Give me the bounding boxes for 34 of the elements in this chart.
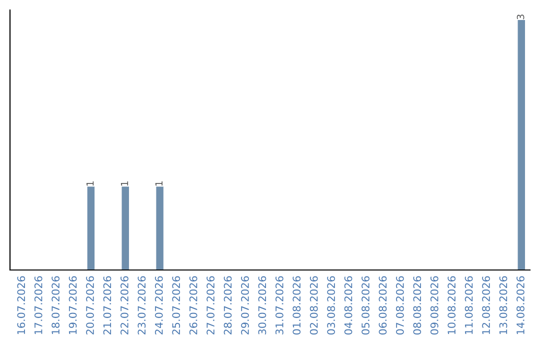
x-tick-label: 05.08.2026 <box>362 276 370 335</box>
x-tick-label: 25.07.2026 <box>172 276 180 334</box>
x-tick-label: 23.07.2026 <box>138 276 146 334</box>
x-tick-label: 21.07.2026 <box>103 276 112 334</box>
data-label: 3 <box>516 14 524 20</box>
data-label: 1 <box>86 181 94 186</box>
x-tick-label: 29.07.2026 <box>241 276 249 334</box>
x-tick-label: 22.07.2026 <box>120 276 128 334</box>
x-tick-label: 01.08.2026 <box>292 276 301 335</box>
x-tick-label: 27.07.2026 <box>206 276 214 334</box>
x-tick-label: 03.08.2026 <box>327 276 336 335</box>
x-tick-label: 16.07.2026 <box>17 276 26 334</box>
x-tick-label: 30.07.2026 <box>258 276 266 334</box>
x-tick-label: 07.08.2026 <box>396 276 404 335</box>
x-tick-label: 19.07.2026 <box>68 276 77 334</box>
x-tick-label: 06.08.2026 <box>378 276 387 335</box>
x-tick-label: 26.07.2026 <box>189 276 198 334</box>
x-tick-label: 18.07.2026 <box>52 276 60 334</box>
x-tick-label: 11.08.2026 <box>464 276 473 334</box>
x-tick-label: 13.08.2026 <box>499 276 508 334</box>
x-tick-label: 08.08.2026 <box>413 276 422 335</box>
x-tick-label: 04.08.2026 <box>344 276 352 335</box>
x-tick-label: 09.08.2026 <box>430 276 438 335</box>
x-tick-label: 17.07.2026 <box>34 276 42 334</box>
data-label: 1 <box>120 181 128 186</box>
data-label: 1 <box>155 181 162 186</box>
x-tick-label: 24.07.2026 <box>154 276 163 334</box>
x-tick-label: 20.07.2026 <box>86 276 94 334</box>
x-tick-label: 10.08.2026 <box>448 276 456 334</box>
x-tick-label: 02.08.2026 <box>310 276 318 335</box>
x-tick-label: 12.08.2026 <box>482 276 490 334</box>
x-tick-label: 31.07.2026 <box>275 276 284 334</box>
x-tick-label: 14.08.2026 <box>516 276 524 334</box>
x-tick-label: 28.07.2026 <box>224 276 232 334</box>
